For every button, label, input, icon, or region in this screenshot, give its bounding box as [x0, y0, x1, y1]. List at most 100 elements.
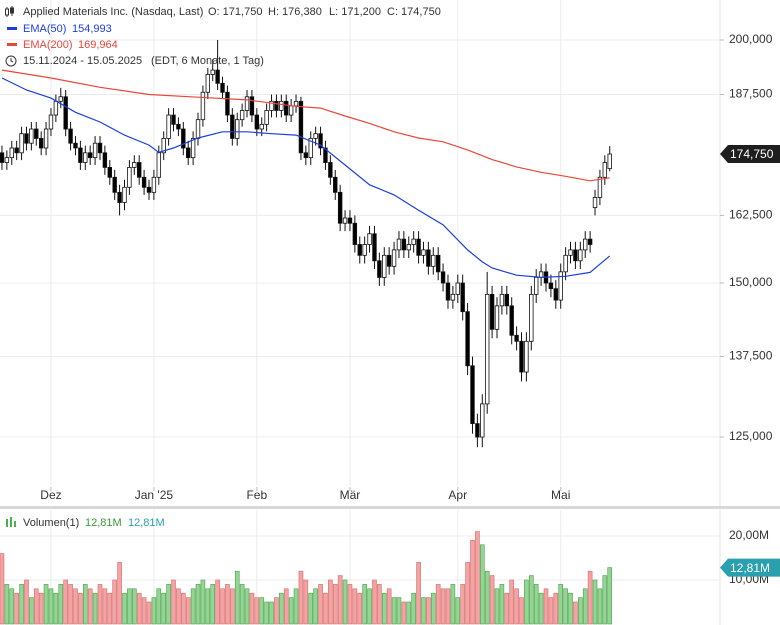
y-tick-label: 187,500 — [729, 87, 773, 101]
candle-body — [141, 176, 147, 188]
volume-bar — [48, 588, 54, 625]
candle-body — [151, 176, 157, 193]
volume-bar — [479, 544, 485, 625]
volume-bar — [386, 588, 392, 625]
candle-body — [406, 244, 411, 251]
volume-bar — [73, 588, 78, 625]
candle-body — [63, 96, 68, 130]
candle-body — [377, 260, 382, 278]
volume-bar — [68, 584, 73, 625]
candle-body — [401, 238, 407, 251]
volume-bar — [210, 584, 216, 625]
candle-body — [78, 147, 83, 163]
legend-label: EMA(50) — [23, 23, 66, 35]
candle-body — [445, 282, 451, 301]
volume-bar — [293, 588, 299, 625]
volume-bar — [435, 584, 441, 625]
candle-body — [489, 293, 495, 330]
volume-bar — [323, 592, 328, 625]
y-tick-label: 125,000 — [729, 429, 773, 443]
candle-body — [411, 238, 416, 245]
candle-body — [548, 282, 554, 290]
candle-body — [48, 114, 54, 130]
legend-value: 154,993 — [72, 23, 112, 35]
volume-bar — [367, 588, 372, 625]
candle-body — [97, 142, 103, 154]
candle-body — [112, 176, 117, 193]
x-tick-label: Apr — [448, 488, 467, 502]
candle-body — [195, 119, 201, 139]
volume-bar — [543, 588, 549, 625]
volume-bar — [313, 588, 318, 625]
volume-bar — [548, 597, 554, 625]
volume-bar — [239, 584, 245, 625]
candle-body — [313, 133, 318, 139]
volume-bar — [426, 597, 431, 625]
volume-bar — [63, 579, 68, 625]
candle-body — [426, 249, 431, 267]
candle-body — [244, 96, 250, 111]
x-tick-label: Dez — [40, 488, 61, 502]
candle-body — [107, 167, 112, 178]
candle-body — [274, 100, 279, 111]
candle-body — [220, 82, 225, 93]
volume-bar — [529, 575, 534, 625]
volume-bar — [117, 562, 122, 625]
volume-bar — [573, 601, 578, 625]
candle-body — [9, 147, 14, 159]
volume-bar — [587, 570, 593, 625]
candle-body — [475, 423, 480, 438]
volume-bar — [24, 579, 29, 625]
volume-bar — [269, 601, 274, 625]
ema-line — [1, 77, 611, 279]
volume-bar — [553, 592, 559, 625]
volume-bar — [381, 592, 387, 625]
volume-bar — [205, 588, 211, 625]
candle-body — [367, 233, 372, 245]
candle-body — [563, 254, 568, 273]
volume-bar — [308, 592, 314, 625]
candle-body — [460, 282, 465, 313]
volume-bar — [288, 597, 294, 625]
volume-bar — [582, 588, 588, 625]
volume-bar — [578, 597, 583, 625]
volume-bar — [112, 579, 117, 625]
candle-body — [200, 91, 206, 121]
volume-icon — [6, 517, 16, 527]
candle-body — [132, 162, 137, 168]
volume-bar — [396, 597, 402, 625]
volume-bar — [185, 597, 191, 625]
last-volume-tag — [720, 558, 780, 577]
candle-body — [264, 110, 269, 125]
volume-bar — [524, 579, 529, 625]
volume-bar — [494, 588, 500, 625]
candle-body — [583, 238, 588, 251]
instrument-name: Applied Materials Inc. (Nasdaq, Last) — [23, 6, 203, 18]
volume-bar — [78, 592, 83, 625]
candle-body — [279, 100, 284, 111]
candle-body — [24, 133, 29, 144]
volume-bar — [411, 592, 416, 625]
volume-bar — [558, 584, 564, 625]
volume-bar — [131, 588, 137, 625]
volume-value: 12,81M — [128, 517, 165, 529]
candle-body — [308, 138, 313, 159]
candle-body — [259, 123, 264, 130]
volume-bar — [122, 592, 127, 625]
volume-bar — [484, 570, 490, 625]
candle-body — [239, 110, 245, 121]
last-price-label: 174,750 — [730, 147, 774, 161]
ohlc-low: L: 171,200 — [329, 6, 381, 18]
candle-body — [14, 147, 19, 154]
candle-body — [362, 244, 367, 256]
candle-body — [372, 233, 377, 262]
candle-body — [337, 191, 343, 224]
candle-icon — [5, 6, 14, 17]
candle-body — [293, 100, 299, 107]
candle-body — [534, 277, 539, 295]
candle-body — [519, 340, 524, 373]
volume-bar — [220, 588, 225, 625]
candle-body — [484, 293, 490, 405]
candle-body — [210, 69, 215, 75]
volume-bar — [538, 592, 544, 625]
